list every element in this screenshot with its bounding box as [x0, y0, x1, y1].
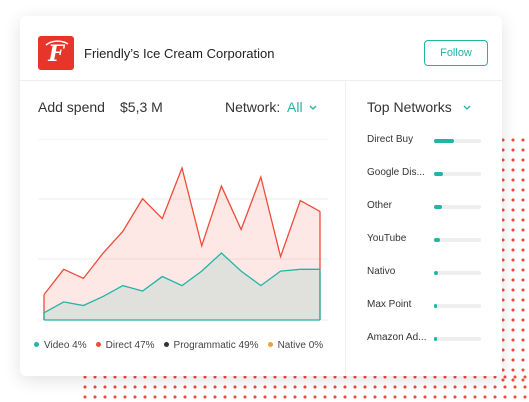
chevron-down-icon[interactable] — [309, 105, 317, 111]
network-row[interactable]: Direct Buy — [367, 134, 497, 154]
legend-item: Native 0% — [267, 340, 324, 351]
network-filter-label: Network: — [225, 99, 281, 115]
network-filter-dropdown[interactable]: All — [287, 99, 303, 115]
dashboard-card: F Friendly’s Ice Cream Corporation Follo… — [20, 16, 502, 376]
chart-legend: Video 4% Direct 47% Programmatic 49% Native… — [34, 340, 332, 351]
network-share-fill — [434, 304, 437, 308]
network-share-bar — [434, 139, 481, 143]
network-share-fill — [434, 139, 454, 143]
video-series-area — [44, 253, 320, 320]
legend-label: Video 4% — [44, 340, 87, 351]
logo-letter: F — [47, 41, 65, 67]
network-row[interactable]: YouTube — [367, 233, 497, 253]
chevron-down-icon[interactable] — [463, 105, 471, 111]
legend-label: Native 0% — [277, 340, 324, 351]
network-row[interactable]: Other — [367, 200, 497, 220]
network-name: Direct Buy — [367, 134, 414, 145]
video-series-line — [43, 252, 320, 314]
legend-dot — [34, 342, 39, 347]
company-name: Friendly’s Ice Cream Corporation — [84, 46, 275, 61]
network-share-bar — [434, 238, 481, 242]
decorative-dots-bottom — [80, 372, 529, 402]
network-name: Max Point — [367, 299, 412, 310]
legend-item: Direct 47% — [95, 340, 155, 351]
legend-item: Video 4% — [34, 340, 87, 351]
network-share-bar — [434, 205, 481, 209]
direct-series-area — [44, 167, 320, 320]
network-row[interactable]: Max Point — [367, 299, 497, 319]
network-share-bar — [434, 304, 481, 308]
company-logo: F — [38, 36, 74, 70]
spend-label: Add spend — [38, 99, 105, 115]
network-share-fill — [434, 205, 442, 209]
legend-label: Direct 47% — [105, 340, 155, 351]
legend-dot — [95, 342, 101, 347]
spend-area-chart — [38, 139, 328, 321]
panel-divider — [345, 80, 346, 376]
top-networks-title: Top Networks — [367, 99, 452, 115]
network-row[interactable]: Amazon Ad... — [367, 332, 497, 352]
network-share-fill — [434, 238, 440, 242]
network-name: Nativo — [367, 266, 396, 277]
legend-dot — [163, 342, 169, 347]
legend-label: Programmatic 49% — [173, 340, 259, 351]
legend-item: Programmatic 49% — [163, 340, 259, 351]
network-share-fill — [434, 271, 438, 275]
network-share-bar — [434, 271, 481, 275]
network-row[interactable]: Nativo — [367, 266, 497, 286]
network-name: Amazon Ad... — [367, 332, 427, 343]
network-share-fill — [434, 337, 437, 341]
network-share-bar — [434, 172, 481, 176]
network-share-bar — [434, 337, 481, 341]
direct-series-line — [43, 165, 321, 296]
network-row[interactable]: Google Dis... — [367, 167, 497, 187]
network-name: YouTube — [367, 233, 407, 244]
network-share-fill — [434, 172, 443, 176]
decorative-dots-right — [498, 135, 529, 385]
spend-value: $5,3 M — [120, 99, 163, 115]
network-name: Google Dis... — [367, 167, 425, 178]
follow-button[interactable]: Follow — [424, 40, 488, 66]
card-header: F Friendly’s Ice Cream Corporation Follo… — [20, 16, 502, 81]
network-name: Other — [367, 200, 393, 211]
legend-dot — [267, 342, 273, 347]
